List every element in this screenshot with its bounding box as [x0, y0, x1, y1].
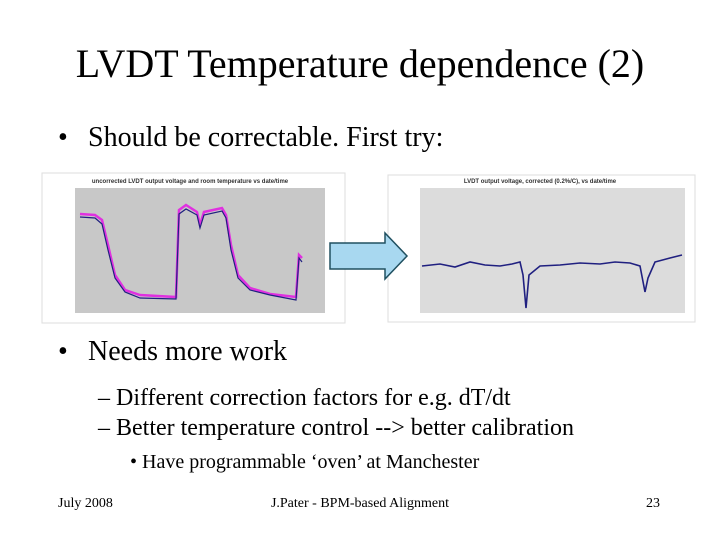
slide-title: LVDT Temperature dependence (2)	[75, 41, 645, 86]
curve	[79, 203, 303, 299]
footer-date: July 2008	[58, 496, 113, 511]
arrow	[329, 231, 409, 281]
sub-sub-bullet-text: Have programmable ‘oven’ at Manchester	[142, 451, 480, 473]
footer-page: 23	[646, 496, 660, 511]
figure-title: uncorrected LVDT output voltage and room…	[92, 179, 289, 185]
bullet-text: Should be correctable. First try:	[88, 122, 444, 153]
bullet-text: Needs more work	[88, 336, 288, 367]
plot-area	[420, 188, 685, 313]
figure-title: LVDT output voltage, corrected (0.2%/C),…	[464, 179, 617, 185]
curve	[79, 208, 303, 301]
sub-bullet-text: Better temperature control --> better ca…	[116, 415, 574, 441]
sub-bullet: – Different correction factors for e.g. …	[98, 385, 511, 411]
sub-sub-bullet: • Have programmable ‘oven’ at Manchester	[130, 451, 480, 473]
plot-area	[75, 188, 325, 313]
sub-bullet-text: Different correction factors for e.g. dT…	[116, 385, 511, 411]
curve	[421, 254, 683, 309]
sub-bullet: – Better temperature control --> better …	[98, 415, 574, 441]
footer-center: J.Pater - BPM-based Alignment	[270, 496, 450, 511]
